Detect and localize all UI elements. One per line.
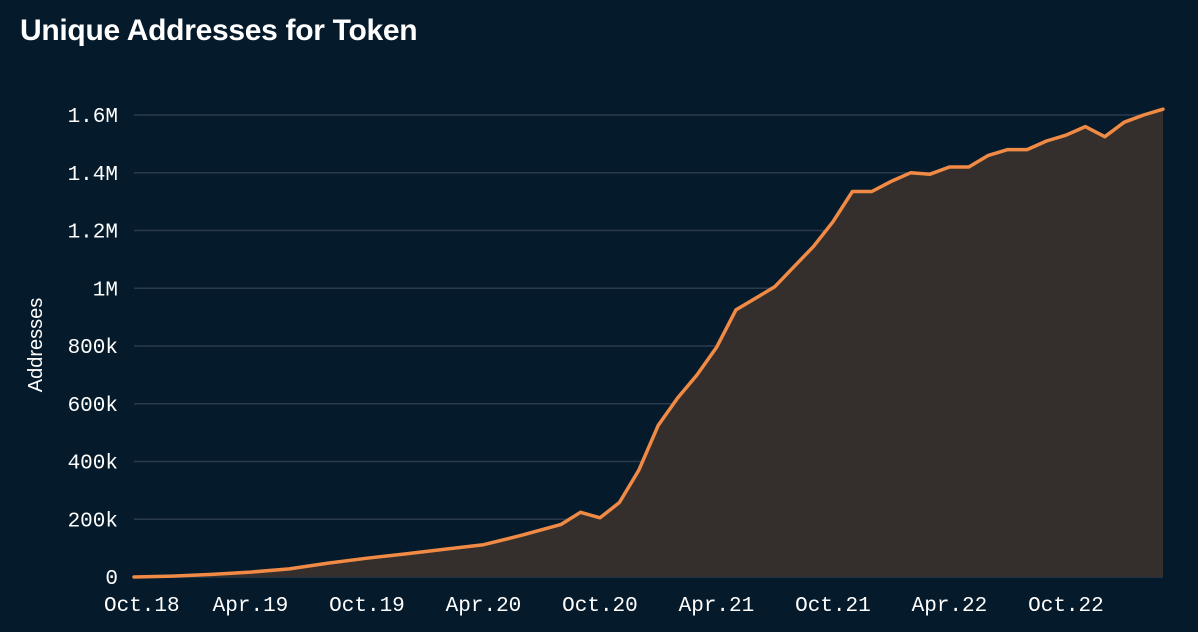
x-tick-label: Oct.20 — [562, 595, 638, 618]
x-tick-label: Oct.22 — [1028, 595, 1104, 618]
y-tick-label: 800k — [68, 337, 118, 360]
y-tick-label: 200k — [68, 510, 118, 533]
y-tick-label: 1.4M — [68, 164, 118, 187]
x-tick-label: Apr.20 — [446, 595, 522, 618]
y-tick-label: 400k — [68, 453, 118, 476]
x-tick-label: Apr.19 — [213, 595, 289, 618]
y-tick-label: 600k — [68, 395, 118, 418]
area-fill — [134, 109, 1163, 577]
y-tick-label: 1.2M — [68, 222, 118, 245]
x-tick-label: Apr.21 — [679, 595, 755, 618]
y-tick-label: 0 — [105, 568, 118, 591]
chart-title: Unique Addresses for Token — [20, 14, 418, 47]
y-tick-label: 1M — [93, 279, 118, 302]
x-tick-label: Apr.22 — [912, 595, 988, 618]
y-tick-label: 1.6M — [68, 106, 118, 129]
y-axis-ticks: 0 200k 400k 600k 800k 1M 1.2M 1.4M 1.6M — [68, 106, 118, 591]
series-line — [132, 107, 1165, 579]
x-tick-label: Oct.18 — [104, 595, 180, 618]
y-axis-label: Addresses — [25, 298, 47, 393]
x-axis-ticks: Oct.18 Apr.19 Oct.19 Apr.20 Oct.20 Apr.21 Oct.… — [104, 595, 1104, 618]
x-tick-label: Oct.21 — [795, 595, 871, 618]
x-tick-label: Oct.19 — [329, 595, 405, 618]
